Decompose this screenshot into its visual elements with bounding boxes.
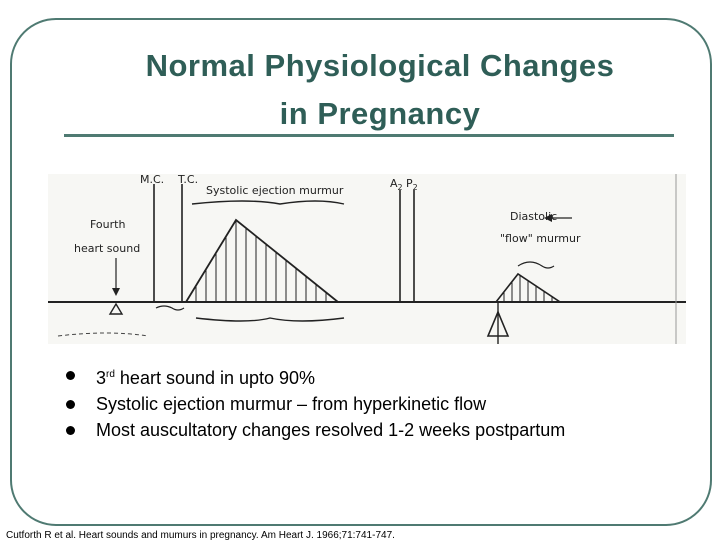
- phonocardiogram-figure: M.C. T.C. Systolic ejection murmur: [48, 174, 686, 344]
- systolic-hatching: [195, 220, 327, 302]
- bullet-dot: [66, 400, 75, 409]
- fourth-sound-marker: [108, 302, 124, 315]
- phonocardiogram-diagram: M.C. T.C. Systolic ejection murmur: [48, 174, 686, 344]
- title-divider: [64, 134, 674, 137]
- diastolic-arrow-head: [544, 214, 552, 222]
- diastolic-hatching: [503, 275, 553, 302]
- bullet-list: 3rd heart sound in upto 90% Systolic eje…: [66, 362, 565, 443]
- bullet-dot: [66, 426, 75, 435]
- a2-label: A2: [390, 177, 403, 192]
- slide-title: Normal Physiological Changes in Pregnanc…: [60, 42, 700, 138]
- fourth-arrow-head: [112, 288, 120, 296]
- p2-label: P2: [406, 177, 418, 192]
- slide-frame: [10, 18, 712, 526]
- title-line-2: in Pregnancy: [279, 96, 481, 131]
- mc-label: M.C.: [140, 174, 164, 186]
- tc-label: T.C.: [177, 174, 198, 186]
- bullet-item: 3rd heart sound in upto 90%: [66, 362, 565, 391]
- systolic-murmur: [184, 218, 341, 303]
- bullet-item: Most auscultatory changes resolved 1-2 w…: [66, 417, 565, 443]
- systolic-brace: [191, 200, 345, 205]
- diastolic-label-2: "flow" murmur: [500, 232, 581, 245]
- tilde-mark: [155, 305, 185, 311]
- bullet-item: Systolic ejection murmur – from hyperkin…: [66, 391, 565, 417]
- diastolic-label-1: Diastolic: [510, 210, 557, 223]
- bullet-dot: [66, 371, 75, 380]
- diastolic-tilde: [517, 261, 555, 269]
- systolic-label: Systolic ejection murmur: [206, 184, 344, 197]
- lower-brace: [195, 317, 345, 322]
- citation: Cutforth R et al. Heart sounds and mumur…: [6, 530, 395, 541]
- cropped-annotation: [57, 332, 149, 337]
- fourth-label-2: heart sound: [74, 242, 140, 255]
- title-line-1: Normal Physiological Changes: [145, 48, 615, 83]
- fourth-label-1: Fourth: [90, 218, 125, 231]
